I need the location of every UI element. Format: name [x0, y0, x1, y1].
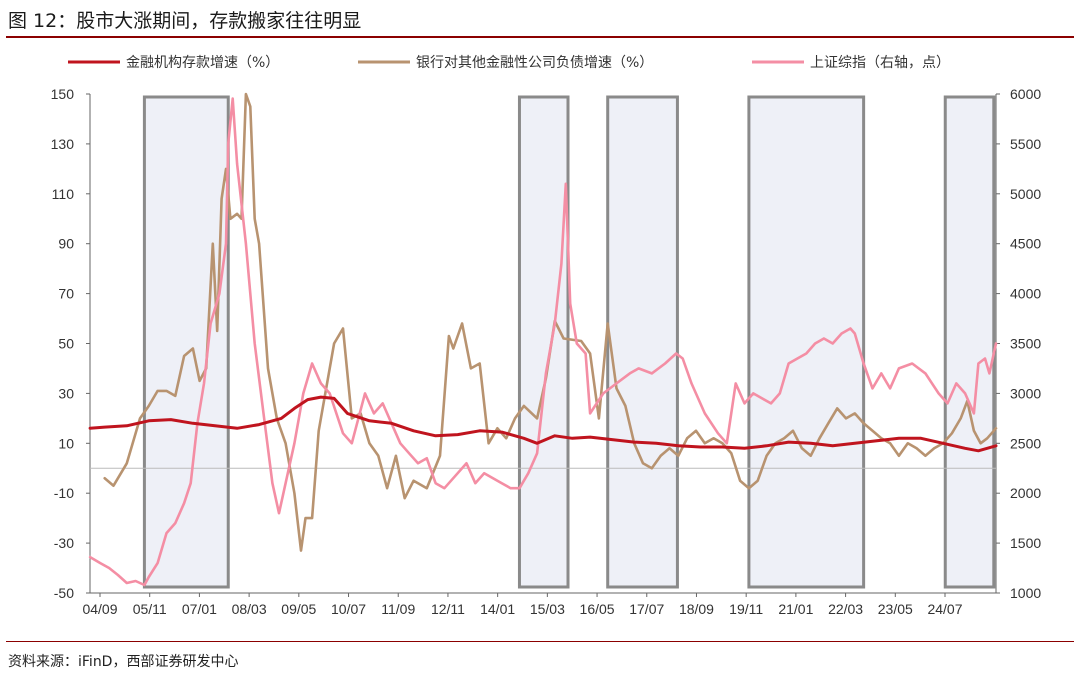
- axes: -50 -30 -10 10 30 50 70 90 110 130 150 1000 1500 2000…: [51, 86, 1042, 617]
- left-tick-label: 130: [51, 136, 75, 152]
- shaded-periods: [142, 95, 996, 589]
- source-note: 资料来源：iFinD，西部证券研发中心: [8, 654, 239, 670]
- x-tick-label: 15/03: [530, 601, 565, 617]
- left-tick-label: 30: [58, 385, 74, 401]
- right-tick-label: 2500: [1010, 435, 1041, 451]
- left-tick-label: -50: [54, 585, 74, 601]
- x-tick-label: 16/05: [580, 601, 615, 617]
- x-tick-label: 07/01: [182, 601, 217, 617]
- right-tick-label: 1000: [1010, 585, 1041, 601]
- x-tick-label: 22/03: [828, 601, 863, 617]
- shaded-period-4: [747, 95, 866, 589]
- x-tick-label: 05/11: [133, 601, 167, 617]
- right-tick-label: 2000: [1010, 485, 1041, 501]
- x-tick-label: 11/09: [381, 601, 415, 617]
- x-tick-label: 09/05: [281, 601, 316, 617]
- x-tick-label: 23/05: [878, 601, 913, 617]
- right-tick-label: 4500: [1010, 236, 1041, 252]
- right-tick-label: 1500: [1010, 535, 1041, 551]
- right-tick-label: 5000: [1010, 186, 1041, 202]
- x-tick-label: 17/07: [629, 601, 664, 617]
- shaded-period-2: [517, 95, 570, 589]
- left-tick-label: 50: [58, 336, 74, 352]
- series-deposit-growth: [88, 395, 998, 453]
- left-tick-label: 90: [58, 236, 74, 252]
- left-tick-label: -30: [54, 535, 74, 551]
- x-tick-label: 08/03: [232, 601, 267, 617]
- x-tick-label: 12/11: [431, 601, 465, 617]
- left-tick-label: -10: [54, 485, 74, 501]
- right-tick-label: 3000: [1010, 385, 1041, 401]
- title-divider: [6, 36, 1074, 38]
- legend-label-index: 上证综指（右轴，点）: [810, 55, 950, 71]
- x-tick-label: 18/09: [679, 601, 714, 617]
- right-tick-label: 4000: [1010, 286, 1041, 302]
- series-shanghai-index: [88, 97, 998, 587]
- series-lines: [88, 92, 998, 587]
- x-tick-label: 21/01: [778, 601, 813, 617]
- source-divider: [6, 641, 1074, 642]
- series-nonbank-liability-growth: [103, 92, 998, 552]
- left-tick-label: 150: [51, 86, 75, 102]
- left-tick-label: 70: [58, 286, 74, 302]
- x-tick-label: 19/11: [729, 601, 763, 617]
- right-tick-label: 5500: [1010, 136, 1041, 152]
- shaded-period-5: [943, 95, 996, 589]
- left-tick-label: 110: [52, 186, 75, 202]
- right-tick-label: 3500: [1010, 336, 1041, 352]
- chart-title: 图 12：股市大涨期间，存款搬家往往明显: [8, 10, 362, 32]
- right-tick-label: 6000: [1010, 86, 1041, 102]
- shaded-period-1: [142, 95, 230, 589]
- left-tick-label: 10: [58, 435, 74, 451]
- shaded-period-3: [606, 95, 679, 589]
- legend-label-nonbank: 银行对其他金融性公司负债增速（%）: [416, 55, 653, 71]
- legend: 金融机构存款增速（%） 银行对其他金融性公司负债增速（%） 上证综指（右轴，点）: [68, 55, 950, 71]
- x-tick-label: 10/07: [331, 601, 366, 617]
- legend-label-deposit: 金融机构存款增速（%）: [126, 55, 279, 71]
- x-tick-label: 24/07: [927, 601, 962, 617]
- x-tick-label: 14/01: [480, 601, 515, 617]
- x-tick-label: 04/09: [82, 601, 117, 617]
